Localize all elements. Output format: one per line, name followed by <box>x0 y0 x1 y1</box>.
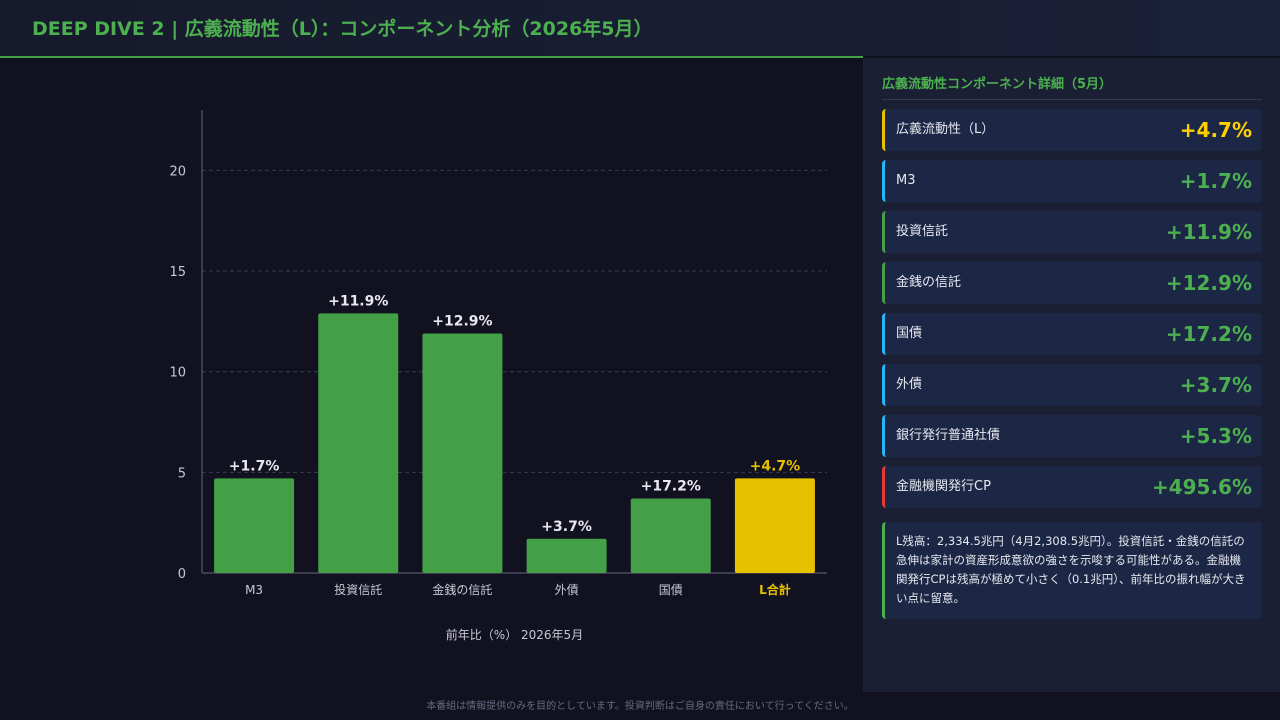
component-card-value: +17.2% <box>1165 322 1252 346</box>
bar-value-label: +1.7% <box>229 458 280 474</box>
bar-chart: 0 5 10 15 20 +1.7% M3 +11.9% 投資信託 +12.9% 金銭の信託 +3.7… <box>169 110 827 642</box>
bar-value-label: +17.2% <box>641 479 701 495</box>
component-card: 金銭の信託 +12.9% <box>882 262 1262 304</box>
y-tick-label: 10 <box>169 366 186 381</box>
component-card: 銀行発行普通社債 +5.3% <box>882 415 1262 457</box>
component-card-label: 外債 <box>896 377 923 392</box>
bar-value-label: +3.7% <box>541 519 592 535</box>
chart-panel: 0 5 10 15 20 +1.7% M3 +11.9% 投資信託 +12.9% 金銭の信託 +3.7… <box>0 58 863 692</box>
component-card-label: 金融機関発行CP <box>896 479 991 494</box>
component-card-label: 銀行発行普通社債 <box>896 428 1001 443</box>
component-card-value: +12.9% <box>1165 271 1252 295</box>
component-card-label: 広義流動性（L） <box>896 122 995 137</box>
x-tick-label: 外債 <box>555 582 579 597</box>
component-card: 広義流動性（L） +4.7% <box>882 109 1262 151</box>
component-card-value: +3.7% <box>1179 373 1252 397</box>
x-axis-label: 前年比（%） 2026年5月 <box>446 627 583 642</box>
x-tick-label: 金銭の信託 <box>432 582 492 597</box>
footer-disclaimer: 本番組は情報提供のみを目的としています。投資判断はご自身の責任において行ってくだ… <box>426 701 854 712</box>
bar <box>422 333 503 573</box>
component-card: 金融機関発行CP +495.6% <box>882 466 1262 508</box>
sidebar-divider <box>882 99 1262 100</box>
bar <box>318 313 399 573</box>
component-card: 外債 +3.7% <box>882 364 1262 406</box>
x-tick-label: M3 <box>245 583 263 597</box>
component-card-value: +4.7% <box>1179 118 1252 142</box>
sidebar-note: L残高：2,334.5兆円（4月2,308.5兆円）。投資信託・金銭の信託の急伸… <box>882 522 1262 619</box>
component-card-value: +5.3% <box>1179 424 1252 448</box>
header-accent-line <box>0 56 863 58</box>
bar <box>214 478 295 573</box>
component-card: 投資信託 +11.9% <box>882 211 1262 253</box>
component-card-label: M3 <box>896 173 916 188</box>
bar-value-label: +11.9% <box>328 293 388 309</box>
x-tick-label: 国債 <box>659 582 683 597</box>
sidebar-panel: 広義流動性コンポーネント詳細（5月） 広義流動性（L） +4.7% M3 +1.7% 投… <box>863 58 1280 692</box>
y-tick-label: 5 <box>178 466 186 481</box>
component-card-value: +1.7% <box>1179 169 1252 193</box>
header-bar: DEEP DIVE 2 | 広義流動性（L）：コンポーネント分析（2026年5月… <box>0 0 1280 56</box>
y-tick-label: 0 <box>178 567 186 582</box>
x-tick-label: 投資信託 <box>334 582 382 597</box>
component-card: M3 +1.7% <box>882 160 1262 202</box>
component-card-label: 金銭の信託 <box>896 275 962 290</box>
y-tick-label: 20 <box>169 164 186 179</box>
x-tick-label: L合計 <box>759 582 791 597</box>
bar <box>526 538 607 573</box>
y-tick-label: 15 <box>169 265 186 280</box>
component-card-label: 投資信託 <box>896 224 949 239</box>
component-card: 国債 +17.2% <box>882 313 1262 355</box>
component-card-label: 国債 <box>896 326 923 341</box>
page-title: DEEP DIVE 2 | 広義流動性（L）：コンポーネント分析（2026年5月… <box>32 18 653 40</box>
bar <box>630 498 711 573</box>
component-card-value: +11.9% <box>1165 220 1252 244</box>
bar <box>734 478 815 573</box>
bar-value-label: +4.7% <box>750 458 801 474</box>
component-card-value: +495.6% <box>1151 475 1252 499</box>
sidebar-title: 広義流動性コンポーネント詳細（5月） <box>882 77 1113 92</box>
bar-value-label: +12.9% <box>432 313 492 329</box>
